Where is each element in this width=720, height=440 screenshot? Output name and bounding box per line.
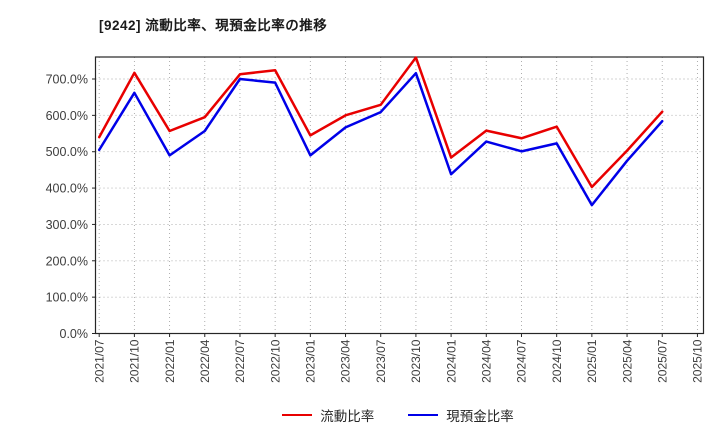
y-tick-label: 400.0% — [46, 182, 88, 196]
x-tick-label: 2022/04 — [198, 339, 212, 383]
legend-label-current-ratio: 流動比率 — [320, 409, 375, 424]
y-tick-label: 600.0% — [46, 109, 88, 123]
x-tick-label: 2025/04 — [620, 339, 634, 383]
x-tick-label: 2025/07 — [655, 339, 669, 383]
x-tick-label: 2022/07 — [233, 339, 247, 383]
series-line-1 — [97, 71, 664, 207]
y-tick-label: 0.0% — [60, 327, 89, 341]
x-tick-label: 2024/01 — [444, 339, 458, 383]
plot-border — [94, 56, 705, 335]
y-tick-label: 200.0% — [46, 254, 88, 268]
x-tick-label: 2025/10 — [691, 339, 705, 383]
x-tick-label: 2024/10 — [550, 339, 564, 383]
legend-line-blue — [408, 413, 439, 417]
y-tick-label: 500.0% — [46, 145, 88, 159]
x-tick-label: 2022/10 — [268, 339, 282, 383]
y-tick-label: 100.0% — [46, 291, 88, 305]
x-tick-label: 2023/10 — [409, 339, 423, 383]
y-tick-label: 300.0% — [46, 218, 88, 232]
x-tick-label: 2021/10 — [128, 339, 142, 383]
legend-label-cash-ratio: 現預金比率 — [446, 409, 514, 424]
x-tick-label: 2024/07 — [515, 339, 529, 383]
legend-line-red — [282, 413, 313, 417]
legend-item-current-ratio: 流動比率 — [282, 405, 374, 425]
x-tick-label: 2022/01 — [163, 339, 177, 383]
y-tick-label: 700.0% — [46, 73, 88, 87]
series-line-0 — [97, 56, 664, 189]
legend-item-cash-ratio: 現預金比率 — [408, 405, 514, 425]
chart-legend: 流動比率 現預金比率 — [38, 405, 720, 425]
x-tick-label: 2021/07 — [92, 339, 106, 383]
x-tick-label: 2023/04 — [339, 339, 353, 383]
x-tick-label: 2025/01 — [585, 339, 599, 383]
x-tick-label: 2023/07 — [374, 339, 388, 383]
chart-title: [9242] 流動比率、現預金比率の推移 — [99, 18, 328, 33]
x-tick-label: 2024/04 — [479, 339, 493, 383]
x-tick-label: 2023/01 — [304, 339, 318, 383]
